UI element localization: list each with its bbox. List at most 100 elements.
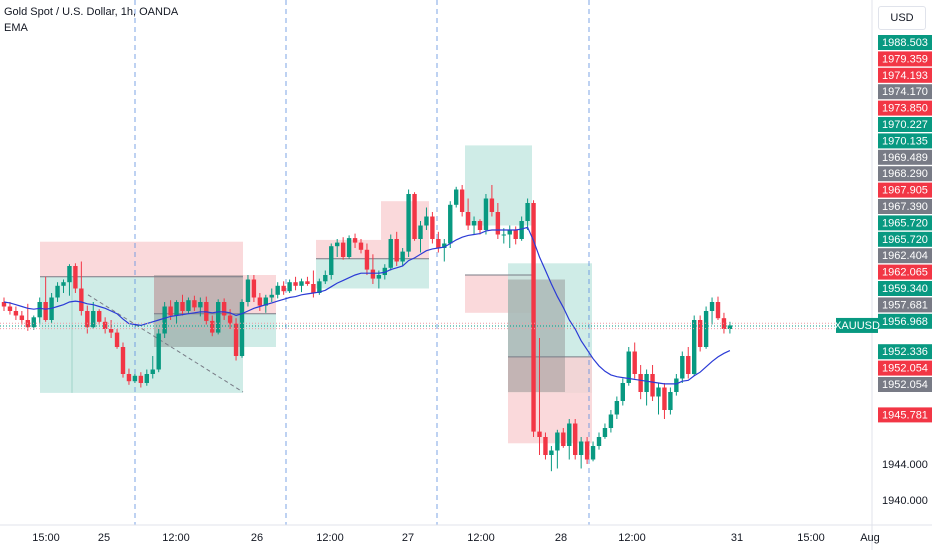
candles [1, 185, 733, 472]
candle-body [31, 317, 36, 328]
price-badge-label: 1962.065 [882, 267, 928, 279]
indicator-label[interactable]: EMA [4, 22, 28, 34]
x-tick-label: 31 [731, 532, 743, 544]
chart-legend: Gold Spot / U.S. Dollar, 1h, OANDA EMA [4, 4, 178, 36]
candle-body [85, 311, 90, 328]
candle-body [323, 275, 328, 282]
candle-body [114, 332, 120, 347]
candle-body [192, 300, 197, 308]
price-badge-bg [878, 248, 932, 264]
candle-body [55, 285, 60, 298]
price-badge: 1952.054 [878, 377, 932, 392]
price-badge: 1962.404 [878, 248, 932, 264]
chart-title: Gold Spot / U.S. Dollar, 1h, OANDA [4, 6, 179, 18]
candle-body [317, 281, 322, 293]
price-badge: 1952.336 [878, 344, 932, 360]
price-badge: 1974.170 [878, 84, 932, 100]
candle-body [686, 356, 691, 374]
price-badge-bg [878, 344, 932, 360]
candle-body [531, 203, 536, 432]
candle-body [561, 432, 566, 446]
price-badge-bg [878, 377, 932, 392]
candle-body [126, 374, 132, 382]
price-badge: 1959.340 [878, 281, 932, 296]
price-badge-label: 1979.359 [882, 53, 928, 65]
drawing-tools [87, 294, 244, 393]
candle-body [186, 300, 191, 311]
candle-body [674, 378, 679, 392]
candle-body [67, 266, 72, 283]
candle-body [358, 242, 364, 250]
candle-body [406, 194, 411, 252]
candle-body [709, 302, 715, 311]
price-badge-bg [878, 199, 932, 214]
price-badge-label: 1957.681 [882, 299, 928, 311]
price-badge-label: 1945.781 [882, 409, 928, 421]
candle-body [573, 423, 578, 455]
candle-body [198, 302, 203, 308]
candle-body [150, 369, 155, 374]
candle-body [43, 302, 48, 320]
candle-body [400, 251, 405, 262]
candle-body [269, 294, 274, 298]
price-badge-bg [878, 264, 932, 280]
candle-body [465, 212, 471, 226]
candle-body [590, 446, 596, 460]
price-badge-bg [878, 51, 932, 67]
candle-body [424, 216, 429, 226]
candle-body [614, 401, 620, 415]
candle-body [430, 216, 435, 239]
price-badge-bg [878, 84, 932, 100]
ema-line [3, 226, 731, 385]
candle-body [513, 230, 518, 239]
candle-body [525, 203, 530, 221]
candle-body [335, 242, 340, 247]
price-badge-bg [878, 35, 932, 50]
candle-body [602, 428, 608, 437]
candle-body [567, 423, 572, 446]
price-badge-label: 1967.905 [882, 185, 928, 197]
candle-body [138, 375, 144, 383]
candle-body [418, 225, 423, 239]
position-zones [40, 145, 592, 444]
price-badge-bg [878, 149, 932, 165]
price-badge: 1952.054 [878, 360, 932, 376]
x-tick-label: 12:00 [467, 532, 495, 544]
price-badge: 1967.905 [878, 182, 932, 198]
candle-body [97, 311, 102, 322]
candle-body [370, 269, 376, 279]
candle-body [227, 315, 233, 324]
candle-body [620, 383, 625, 401]
price-badges: 1988.503 1979.359 1974.193 1974.170 1973.850… [834, 35, 932, 423]
currency-button[interactable]: USD [878, 6, 926, 30]
candle-body [7, 306, 13, 311]
x-tick-label: 27 [402, 532, 414, 544]
price-badge-label: 1959.340 [882, 283, 928, 295]
candle-body [144, 374, 149, 383]
price-lines [0, 322, 872, 330]
price-badge-bg [878, 100, 932, 116]
candle-body [626, 351, 631, 383]
candle-body [650, 374, 655, 397]
candle-body [37, 302, 42, 318]
candle-body [210, 320, 215, 333]
price-badge-label: 1965.720 [882, 234, 928, 246]
price-badge-bg [878, 313, 932, 329]
x-tick-label: 25 [98, 532, 110, 544]
candle-body [364, 249, 370, 270]
x-tick-label: 15:00 [797, 532, 825, 544]
candle-body [132, 375, 138, 382]
price-badge-label: 1967.390 [882, 201, 928, 213]
price-badge-bg [878, 231, 932, 247]
candle-body [287, 282, 292, 292]
price-badge-bg [878, 133, 932, 149]
candle-body [584, 441, 590, 460]
candle-body [156, 333, 161, 370]
candle-body [216, 302, 221, 333]
zone-green [154, 313, 276, 347]
candle-body [251, 279, 257, 298]
x-tick-label: Aug [860, 532, 880, 544]
price-badge: 1979.359 [878, 51, 932, 67]
